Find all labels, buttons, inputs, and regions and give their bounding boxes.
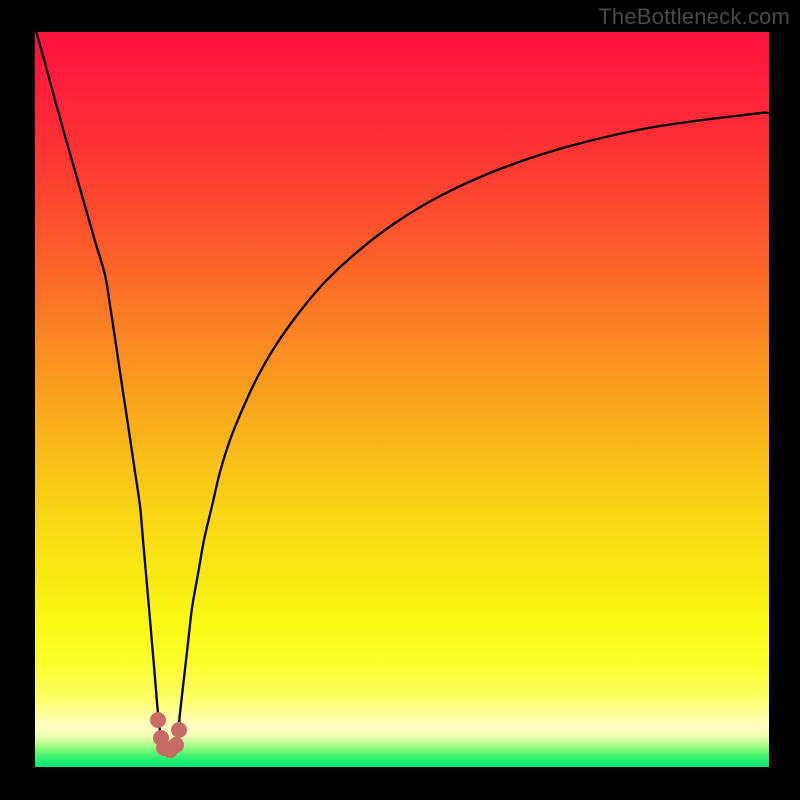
watermark-text: TheBottleneck.com (598, 4, 790, 30)
marker-dot (150, 712, 166, 728)
plot-background-gradient (35, 32, 769, 767)
marker-dot (171, 722, 187, 738)
chart-container: TheBottleneck.com (0, 0, 800, 800)
bottleneck-curve-chart (0, 0, 800, 800)
marker-dot (168, 737, 184, 753)
